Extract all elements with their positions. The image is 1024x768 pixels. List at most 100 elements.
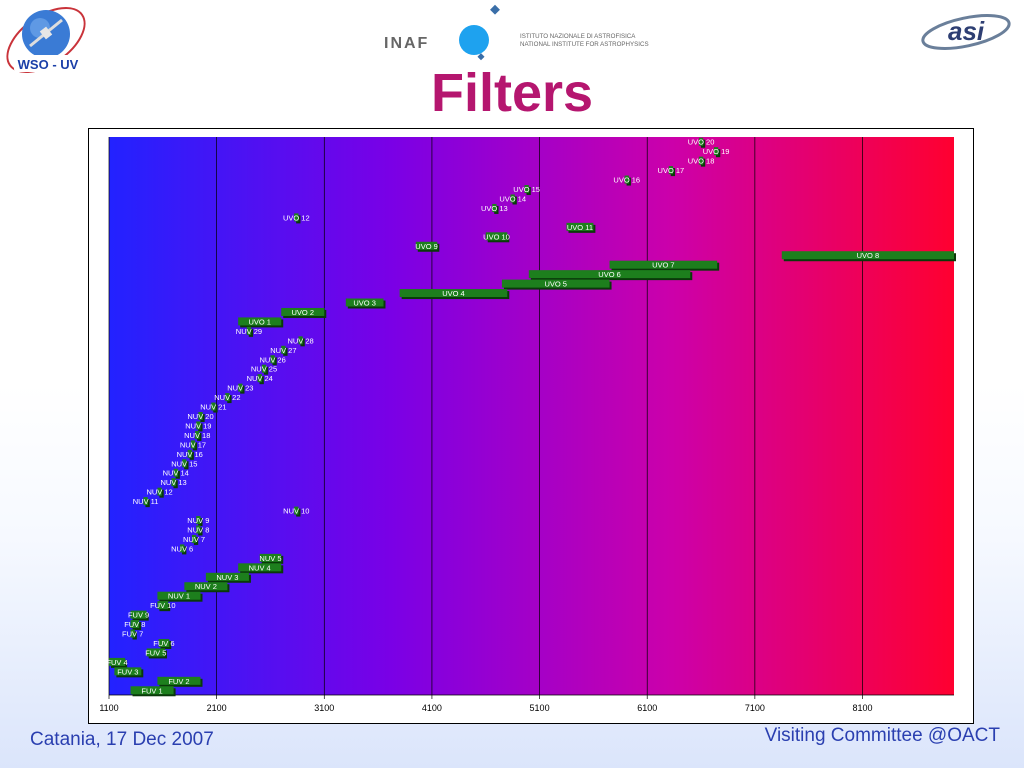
filter-bar-label: FUV 5	[145, 648, 166, 657]
filter-bar-rect	[130, 610, 147, 619]
filter-bar-rect	[668, 166, 674, 175]
filter-bar: NUV 21	[200, 402, 227, 413]
filter-bar: NUV 19	[185, 421, 211, 432]
filter-bar-rect	[294, 213, 299, 222]
filter-bar-label: NUV 7	[183, 535, 205, 544]
filter-bar: UVO 9	[415, 241, 440, 252]
filter-bar: NUV 27	[270, 345, 297, 356]
filter-bar-label: FUV 4	[106, 658, 127, 667]
filter-bar-label: NUV 21	[200, 403, 226, 412]
filter-bar: FUV 7	[122, 629, 143, 640]
filter-bar-label: UVO 13	[481, 204, 508, 213]
filter-bar: FUV 1	[130, 686, 176, 697]
filter-bar: NUV 13	[160, 478, 187, 489]
x-tick-label: 5100	[530, 703, 550, 713]
filter-bar-rect	[130, 620, 140, 629]
filter-bar-label: UVO 20	[688, 138, 715, 147]
filter-bar-label: UVO 10	[483, 232, 510, 241]
filter-bar-label: UVO 9	[415, 242, 438, 251]
filter-bar: UVO 5	[501, 279, 612, 290]
filter-bar-label: NUV 24	[247, 374, 273, 383]
filter-bar-label: FUV 9	[128, 611, 149, 620]
x-tick-label: 3100	[314, 703, 334, 713]
filter-bar-label: UVO 11	[567, 223, 593, 232]
filter-bar-label: NUV 23	[227, 384, 253, 393]
filter-bar-rect	[281, 307, 325, 316]
filter-bar-label: NUV 19	[185, 421, 211, 430]
filter-bar: NUV 1	[157, 591, 203, 602]
filter-bar-rect	[196, 516, 201, 525]
svg-text:asi: asi	[948, 16, 985, 46]
filter-bar-label: NUV 8	[187, 525, 209, 534]
filter-bar: NUV 28	[287, 336, 314, 347]
filter-bar: NUV 26	[259, 355, 286, 366]
filter-bar: FUV 8	[124, 620, 145, 631]
svg-text:NATIONAL INSTITUTE FOR ASTROPH: NATIONAL INSTITUTE FOR ASTROPHYSICS	[520, 41, 649, 48]
filter-bar: NUV 8	[187, 525, 209, 536]
filter-bar-label: FUV 3	[117, 667, 138, 676]
filter-bar-label: FUV 2	[168, 677, 189, 686]
filter-bar-label: UVO 1	[248, 317, 271, 326]
filter-bar: UVO 20	[688, 137, 715, 148]
filter-bar-rect	[238, 317, 282, 326]
filter-bar-label: NUV 6	[171, 544, 193, 553]
filter-bar-rect	[196, 421, 201, 430]
filter-bar-rect	[698, 137, 704, 146]
filter-bar-label: NUV 10	[283, 507, 309, 516]
filter-bar-rect	[510, 194, 515, 203]
filter-bar: UVO 18	[688, 156, 714, 167]
filter-bar-label: UVO 19	[703, 147, 730, 156]
svg-text:ISTITUTO NAZIONALE DI ASTROFIS: ISTITUTO NAZIONALE DI ASTROFISICA	[520, 33, 636, 40]
filter-bar-label: NUV 18	[184, 431, 210, 440]
filter-bar: NUV 25	[251, 364, 277, 375]
filter-bar-label: FUV 7	[122, 630, 143, 639]
filter-bar-rect	[261, 364, 267, 373]
filter-bar-label: NUV 5	[259, 554, 281, 563]
filter-bar-label: NUV 11	[133, 497, 159, 506]
filter-bar: FUV 3	[114, 667, 144, 678]
filter-bar: FUV 2	[157, 676, 203, 687]
filter-bar: NUV 17	[180, 440, 206, 451]
filter-bar-rect	[501, 279, 610, 288]
filter-bar: FUV 4	[106, 657, 128, 668]
filter-bar-label: NUV 2	[195, 582, 217, 591]
filter-bar: UVO 16	[613, 175, 640, 186]
filter-bar-label: NUV 25	[251, 365, 277, 374]
filter-bar-label: UVO 17	[658, 166, 685, 175]
filter-bar-rect	[415, 241, 438, 250]
filter-bar: NUV 7	[183, 534, 205, 545]
filter-bar-rect	[205, 572, 249, 581]
filter-bar-rect	[281, 345, 286, 354]
filter-bar-label: FUV 8	[124, 620, 145, 629]
filter-bar-rect	[182, 459, 187, 468]
filter-bar-rect	[157, 676, 201, 685]
filter-bar-rect	[196, 525, 201, 534]
filter-bar: UVO 15	[513, 185, 540, 196]
asi-logo: asi	[921, 14, 1011, 50]
filter-bar-rect	[198, 412, 203, 420]
filter-bar-label: NUV 3	[216, 573, 238, 582]
x-tick-label: 8100	[852, 703, 872, 713]
filter-bar-label: NUV 12	[146, 488, 172, 497]
filter-bar-rect	[130, 686, 174, 695]
filter-bar-label: UVO 15	[513, 185, 540, 194]
filter-bar-rect	[781, 251, 954, 260]
filter-bar: FUV 5	[145, 648, 167, 659]
filter-bar-label: UVO 8	[857, 251, 880, 260]
filter-bar-label: UVO 7	[652, 261, 675, 270]
filter-bar: NUV 12	[146, 487, 173, 498]
filter-bar: NUV 20	[187, 412, 214, 422]
filter-bar-label: UVO 3	[353, 299, 376, 308]
filter-bar: UVO 8	[781, 251, 956, 262]
inaf-logo: INAF ISTITUTO NAZIONALE DI ASTROFISICA N…	[384, 4, 649, 61]
filter-bar: FUV 6	[153, 638, 175, 649]
filter-bar-label: UVO 4	[442, 289, 465, 298]
filter-bar-rect	[195, 430, 200, 439]
filter-bar: NUV 4	[238, 563, 284, 574]
filter-bar: UVO 6	[528, 270, 693, 281]
filter-bar-label: UVO 16	[613, 176, 640, 185]
filter-bar-label: NUV 20	[187, 412, 213, 421]
filter-bar-label: NUV 16	[177, 450, 203, 459]
filter-bar-label: NUV 1	[168, 592, 190, 601]
